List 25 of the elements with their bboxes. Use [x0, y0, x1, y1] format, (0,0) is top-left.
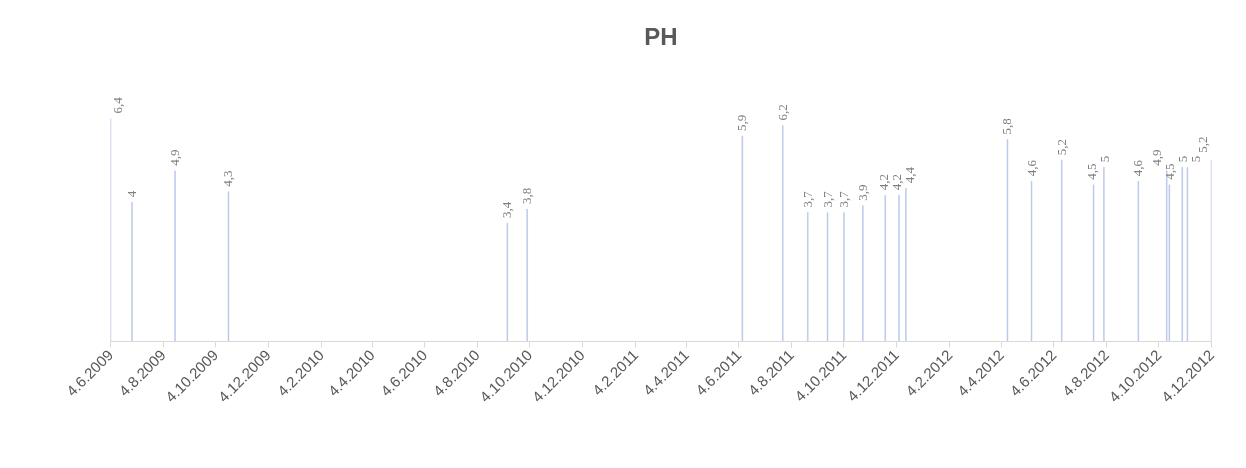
data-label: 5 [1187, 155, 1203, 163]
data-label: 3,7 [819, 190, 835, 208]
data-label: 4,6 [1130, 159, 1146, 177]
data-label: 4,5 [1084, 163, 1100, 180]
chart-title: PH [644, 22, 678, 50]
data-label: 5,8 [999, 118, 1015, 135]
data-label: 4,2 [875, 173, 891, 191]
data-label: 3,8 [519, 187, 535, 205]
data-label: 4 [124, 190, 140, 198]
data-label: 3,7 [835, 190, 851, 208]
data-label: 5 [1174, 155, 1190, 163]
data-label: 5,2 [1195, 136, 1211, 153]
data-label: 4,9 [1148, 149, 1164, 166]
data-label: 5,9 [734, 114, 750, 131]
data-label: 3,4 [499, 201, 515, 219]
data-label: 3,7 [799, 190, 815, 208]
data-label: 6,2 [774, 104, 790, 121]
data-label: 4,6 [1023, 159, 1039, 177]
data-label: 3,9 [854, 184, 870, 201]
data-label: 5 [1097, 155, 1113, 163]
data-label: 5,2 [1053, 139, 1069, 156]
data-label: 6,4 [110, 96, 126, 114]
data-label: 4,9 [167, 149, 183, 166]
data-label: 4,5 [1161, 163, 1177, 180]
data-label: 4,3 [220, 170, 236, 187]
